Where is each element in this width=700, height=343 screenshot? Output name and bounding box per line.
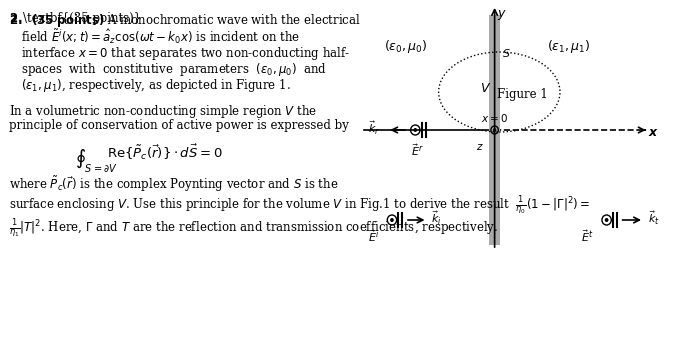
Text: $\vec{k}_r$: $\vec{k}_r$ (368, 119, 380, 137)
Text: $\mathbf{2.}$: $\mathbf{2.}$ (9, 12, 23, 25)
Text: field $\tilde{E}^i(x;t) = \hat{a}_z \cos(\omega t - k_0 x)$ is incident on the: field $\tilde{E}^i(x;t) = \hat{a}_z \cos… (20, 28, 300, 46)
Text: $\mathbf{2.}$  $\mathbf{(35\ points)}$ A monochromatic wave with the electrical: $\mathbf{2.}$ $\mathbf{(35\ points)}$ A … (9, 12, 361, 29)
Text: $\vec{k}_t$: $\vec{k}_t$ (648, 209, 659, 227)
Text: $\vec{k}_i$: $\vec{k}_i$ (431, 209, 442, 227)
Text: where $\tilde{P}_c(\vec{r})$ is the complex Poynting vector and $S$ is the: where $\tilde{P}_c(\vec{r})$ is the comp… (9, 175, 339, 194)
Text: $(\varepsilon_1, \mu_1)$: $(\varepsilon_1, \mu_1)$ (547, 38, 591, 55)
Text: $S$: $S$ (502, 47, 511, 59)
Text: In a volumetric non-conducting simple region $V$ the: In a volumetric non-conducting simple re… (9, 103, 318, 120)
Text: spaces  with  constitutive  parameters  $(\epsilon_0, \mu_0)$  and: spaces with constitutive parameters $(\e… (20, 61, 327, 78)
Text: Figure 1: Figure 1 (497, 88, 548, 101)
Text: $(\varepsilon_0, \mu_0)$: $(\varepsilon_0, \mu_0)$ (384, 38, 428, 55)
Text: $\vec{E}^t$: $\vec{E}^t$ (581, 228, 594, 244)
Text: principle of conservation of active power is expressed by: principle of conservation of active powe… (9, 119, 349, 132)
Text: $\frac{1}{\eta_1}|T|^2$. Here, $\Gamma$ and $T$ are the reflection and transmiss: $\frac{1}{\eta_1}|T|^2$. Here, $\Gamma$ … (9, 218, 498, 240)
Text: $\vec{E}^r$: $\vec{E}^r$ (411, 142, 424, 158)
Text: $x=0$: $x=0$ (481, 112, 508, 124)
Text: $\vec{E}^i$: $\vec{E}^i$ (368, 228, 379, 244)
Text: $y$: $y$ (498, 8, 508, 22)
Text: $V$: $V$ (480, 82, 491, 95)
Text: interface $x = 0$ that separates two non-conducting half-: interface $x = 0$ that separates two non… (20, 45, 350, 62)
Circle shape (605, 218, 608, 222)
Text: $\boldsymbol{x}$: $\boldsymbol{x}$ (648, 126, 659, 139)
Text: $z$: $z$ (476, 142, 484, 152)
Text: $\mathrm{Re}\{\tilde{P}_c(\vec{r})\} \cdot d\vec{S} = 0$: $\mathrm{Re}\{\tilde{P}_c(\vec{r})\} \cd… (107, 143, 223, 163)
Text: \textbf{(35 points)}: \textbf{(35 points)} (23, 12, 141, 25)
Bar (489, 15, 500, 245)
Circle shape (494, 129, 496, 131)
Text: surface enclosing $V$. Use this principle for the volume $V$ in Fig.1 to derive : surface enclosing $V$. Use this principl… (9, 195, 591, 217)
Circle shape (414, 128, 417, 132)
Text: $\oint_{S=\partial V}$: $\oint_{S=\partial V}$ (75, 148, 117, 175)
Circle shape (390, 218, 394, 222)
Text: $(\epsilon_1, \mu_1)$, respectively, as depicted in Figure 1.: $(\epsilon_1, \mu_1)$, respectively, as … (20, 77, 290, 94)
